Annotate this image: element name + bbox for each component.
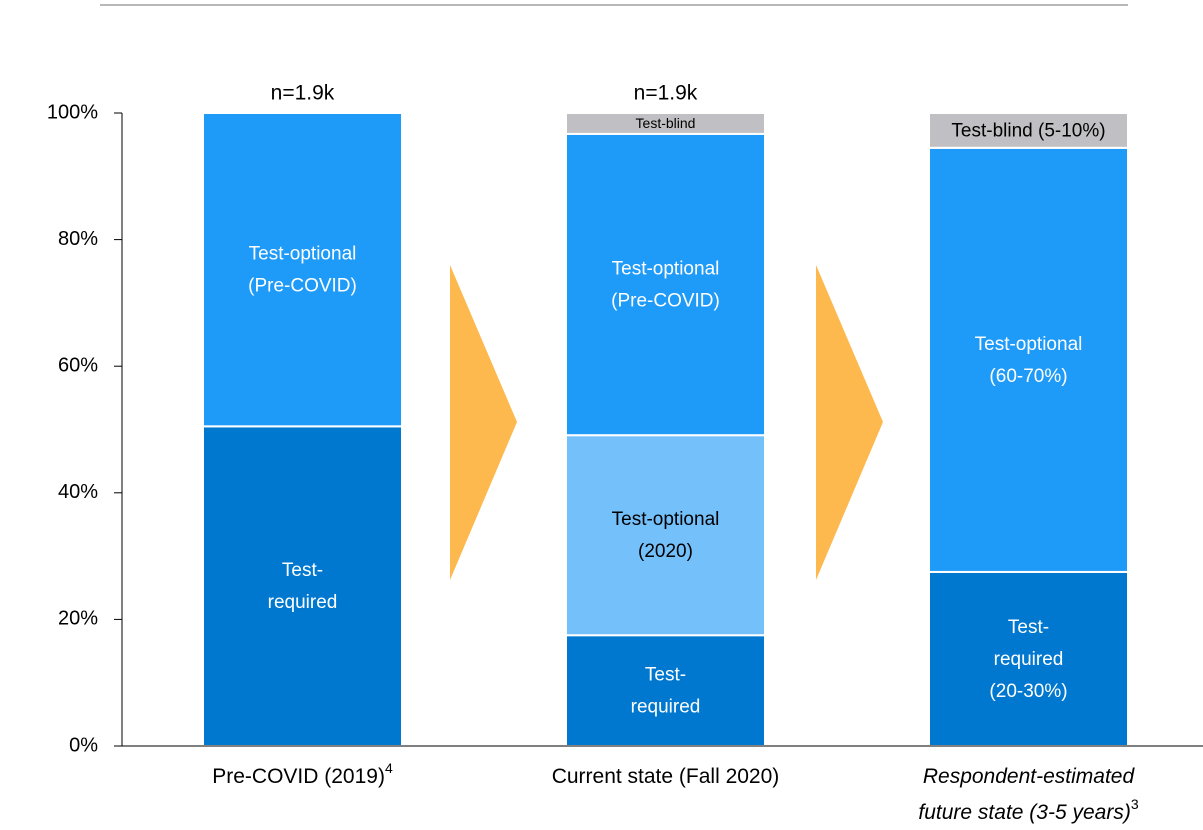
segment-label: (20-30%) xyxy=(989,681,1067,702)
segment-label: Test- xyxy=(645,665,686,686)
x-tick-label: Respondent-estimated xyxy=(923,765,1136,788)
segment-label: (2020) xyxy=(638,541,693,562)
x-tick-label: future state (3-5 years)3 xyxy=(918,796,1138,824)
category-line: Pre-COVID (2019) xyxy=(212,765,385,788)
segment-label: (60-70%) xyxy=(989,366,1067,387)
x-tick-label: Pre-COVID (2019)4 xyxy=(212,760,393,788)
arrow xyxy=(450,265,517,580)
x-tick-label: Current state (Fall 2020) xyxy=(552,765,780,788)
sample-size: n=1.9k xyxy=(634,82,698,105)
segment-label: required xyxy=(268,592,338,613)
y-tick-label: 0% xyxy=(69,734,98,756)
segment-label: Test-optional xyxy=(975,334,1083,355)
category-line: future state (3-5 years) xyxy=(918,801,1130,824)
segment-label: Test-blind xyxy=(636,115,696,131)
segment-label: (Pre-COVID) xyxy=(248,276,357,297)
segment-label: Test- xyxy=(1008,617,1049,638)
segment-label: Test-optional xyxy=(612,509,720,530)
category-line: Current state (Fall 2020) xyxy=(552,765,780,788)
bar-segment xyxy=(565,634,766,747)
category-line: Respondent-estimated xyxy=(923,765,1136,788)
y-tick-label: 100% xyxy=(47,101,98,123)
segment-label: Test- xyxy=(282,560,323,581)
footnote-mark: 4 xyxy=(385,760,393,776)
segment-label: required xyxy=(994,649,1064,670)
bar-segment xyxy=(565,112,766,135)
bar-segment xyxy=(565,132,766,437)
bar-segment xyxy=(202,425,403,747)
segment-label: Test-optional xyxy=(612,259,720,280)
bar-segment xyxy=(928,570,1129,747)
bar-segment xyxy=(202,112,403,428)
segment-label: Test-blind (5-10%) xyxy=(951,120,1105,141)
y-tick-label: 80% xyxy=(58,228,98,250)
y-tick-label: 40% xyxy=(58,481,98,503)
segment-label: Test-optional xyxy=(249,244,357,265)
y-tick-label: 20% xyxy=(58,608,98,630)
arrow xyxy=(816,265,883,580)
bar-segment xyxy=(928,146,1129,573)
segment-label: required xyxy=(631,697,701,718)
bar-segment xyxy=(928,112,1129,149)
segment-label: (Pre-COVID) xyxy=(611,291,720,312)
bar-segment xyxy=(565,434,766,637)
y-tick-label: 60% xyxy=(58,354,98,376)
footnote-mark: 3 xyxy=(1131,796,1139,812)
sample-size: n=1.9k xyxy=(271,82,335,105)
